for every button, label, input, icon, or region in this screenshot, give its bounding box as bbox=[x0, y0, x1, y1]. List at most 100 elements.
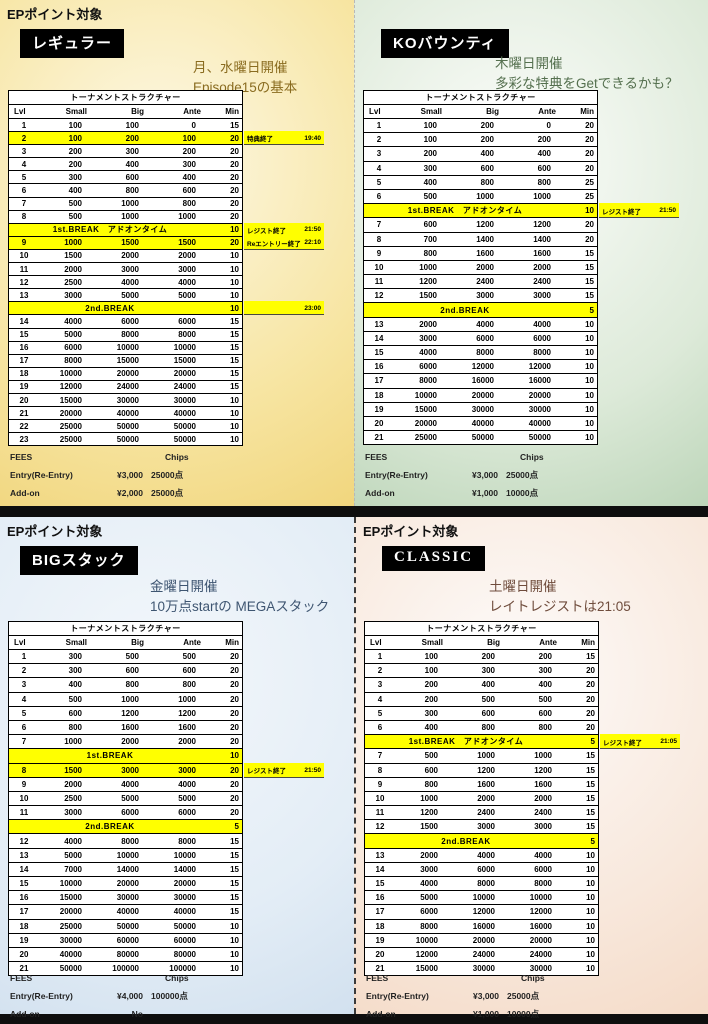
col-lvl: Lvl bbox=[369, 107, 381, 116]
cell-lvl: 11 bbox=[19, 264, 29, 274]
cell-small: 2500 bbox=[64, 793, 82, 803]
cell-ante: 16000 bbox=[529, 921, 552, 931]
cell-min: 15 bbox=[585, 291, 594, 301]
level-row: 13 3000 5000 5000 10 bbox=[9, 289, 242, 303]
level-row: 3 200 400 400 20 bbox=[364, 147, 597, 162]
table-header-row: Lvl Small Big Ante Min bbox=[9, 105, 242, 119]
cell-big: 1000 bbox=[121, 212, 139, 222]
cell-big: 500 bbox=[125, 652, 139, 662]
cell-ante: 800 bbox=[538, 723, 552, 733]
cell-lvl: 5 bbox=[21, 172, 27, 182]
cell-big: 60000 bbox=[116, 935, 139, 945]
level-row: 4 300 600 600 20 bbox=[364, 162, 597, 176]
cell-big: 800 bbox=[481, 723, 495, 733]
cell-big: 40000 bbox=[116, 408, 139, 418]
cell-lvl: 1 bbox=[376, 121, 382, 131]
cell-min: 20 bbox=[230, 172, 239, 182]
headline-line1: 金曜日開催 bbox=[150, 579, 218, 594]
cell-lvl: 20 bbox=[19, 395, 29, 405]
cell-big: 400 bbox=[481, 680, 495, 690]
cell-big: 10000 bbox=[116, 850, 139, 860]
level-row: 19 12000 24000 24000 15 bbox=[9, 381, 242, 394]
entry-fee: ¥3,000 bbox=[472, 470, 498, 480]
cell-lvl: 10 bbox=[374, 262, 384, 272]
annotation-note: Reエントリー終了 bbox=[247, 240, 301, 248]
cell-small: 200 bbox=[423, 149, 437, 159]
addon-fee-row: Add-on ¥1,000 10000点 bbox=[365, 484, 544, 502]
cell-min: 15 bbox=[585, 262, 594, 272]
level-row: 6 400 800 800 20 bbox=[365, 721, 598, 736]
addon-label: Add-on bbox=[366, 1009, 396, 1019]
cell-min: 20 bbox=[230, 212, 239, 222]
cell-small: 6000 bbox=[64, 343, 82, 353]
cell-lvl: 12 bbox=[19, 277, 29, 287]
level-row: 4 200 400 300 20 bbox=[9, 158, 242, 172]
cell-small: 4000 bbox=[419, 348, 437, 358]
col-min: Min bbox=[580, 107, 594, 116]
cell-big: 2000 bbox=[476, 262, 494, 272]
quadrant-ko-bounty: KOバウンティ 木曜日開催 多彩な特典をGetできるかも？ トーナメントストラク… bbox=[354, 0, 708, 506]
cell-lvl: 15 bbox=[19, 879, 29, 889]
addon-fee: ¥1,000 bbox=[472, 488, 498, 498]
level-row: 17 8000 15000 15000 15 bbox=[9, 355, 242, 368]
cell-big: 20000 bbox=[471, 390, 494, 400]
cell-ante: 2000 bbox=[178, 251, 196, 261]
cell-ante: 50000 bbox=[173, 434, 196, 444]
level-row: 5 400 800 800 25 bbox=[364, 176, 597, 190]
cell-ante: 15000 bbox=[173, 356, 196, 366]
cell-big: 3000 bbox=[477, 822, 495, 832]
cell-min: 5 bbox=[590, 737, 595, 747]
cell-lvl: 14 bbox=[19, 864, 29, 874]
cell-lvl: 13 bbox=[19, 290, 29, 300]
annotation-time: 21:05 bbox=[660, 738, 677, 746]
cell-ante: 8000 bbox=[533, 348, 551, 358]
entry-label: Entry(Re-Entry) bbox=[366, 991, 429, 1001]
cell-min: 20 bbox=[585, 234, 594, 244]
level-row: 20 12000 24000 24000 10 bbox=[365, 948, 598, 963]
cell-small: 3000 bbox=[64, 290, 82, 300]
cell-big: 6000 bbox=[121, 316, 139, 326]
break-label: 1st.BREAK アドオンタイム bbox=[52, 225, 168, 235]
cell-min: 15 bbox=[586, 808, 595, 818]
break-label: 2nd.BREAK bbox=[440, 305, 490, 315]
entry-label: Entry(Re-Entry) bbox=[10, 991, 73, 1001]
level-row: 10 1500 2000 2000 10 bbox=[9, 250, 242, 264]
cell-small: 1500 bbox=[420, 822, 438, 832]
cell-big: 5000 bbox=[121, 793, 139, 803]
cell-lvl: 10 bbox=[19, 251, 29, 261]
cell-small: 1500 bbox=[64, 251, 82, 261]
level-row: 2 300 600 600 20 bbox=[9, 664, 242, 679]
cell-min: 20 bbox=[586, 723, 595, 733]
table-header-row: Lvl Small Big Ante Min bbox=[9, 636, 242, 650]
cell-ante: 600 bbox=[182, 186, 196, 196]
cell-big: 40000 bbox=[116, 907, 139, 917]
annotation-time: 23:00 bbox=[304, 304, 321, 312]
cell-ante: 2000 bbox=[178, 737, 196, 747]
cell-big: 14000 bbox=[116, 864, 139, 874]
cell-min: 15 bbox=[230, 836, 239, 846]
cell-ante: 1000 bbox=[533, 192, 551, 202]
structure-table-classic: トーナメントストラクチャー Lvl Small Big Ante Min 1 10… bbox=[364, 621, 680, 977]
level-row: 10 1000 2000 2000 15 bbox=[364, 261, 597, 276]
break-label: 2nd.BREAK bbox=[441, 836, 491, 846]
cell-big: 400 bbox=[480, 149, 494, 159]
cell-small: 800 bbox=[424, 779, 438, 789]
cell-big: 200 bbox=[480, 135, 494, 145]
level-row: 1 100 100 0 15 bbox=[9, 119, 242, 133]
cell-lvl: 4 bbox=[377, 694, 383, 704]
cell-ante: 12000 bbox=[529, 907, 552, 917]
cell-small: 300 bbox=[423, 163, 437, 173]
cell-lvl: 18 bbox=[375, 921, 385, 931]
cell-small: 500 bbox=[424, 751, 438, 761]
col-lvl: Lvl bbox=[14, 638, 26, 647]
break-label: 1st.BREAK アドオンタイム bbox=[408, 737, 524, 747]
addon-fee-row: Add-on ¥1,000 10000点 bbox=[366, 1005, 545, 1023]
cell-big: 20000 bbox=[116, 369, 139, 379]
cell-small: 100 bbox=[423, 121, 437, 131]
cell-ante: 0 bbox=[546, 121, 551, 131]
cell-big: 4000 bbox=[476, 319, 494, 329]
level-row: 15 10000 20000 20000 15 bbox=[9, 877, 242, 892]
cell-min: 15 bbox=[586, 793, 595, 803]
cell-small: 200 bbox=[68, 146, 82, 156]
cell-min: 10 bbox=[230, 277, 239, 287]
